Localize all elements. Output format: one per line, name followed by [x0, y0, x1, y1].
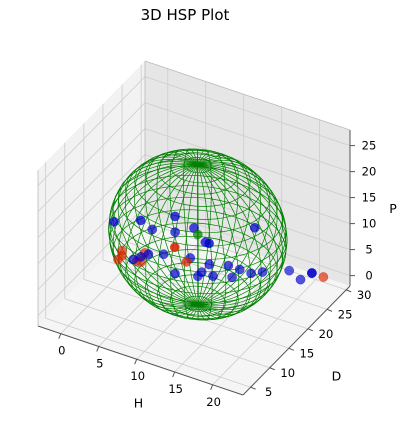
- point-outside: [182, 257, 191, 266]
- x-tick-label: 10: [130, 369, 145, 383]
- point-inside: [159, 250, 168, 259]
- y-tick-label: 20: [319, 327, 334, 341]
- z-axis-label: P: [389, 201, 397, 216]
- x-tick-mark: [211, 385, 213, 390]
- x-tick-label: 0: [58, 344, 65, 358]
- point-inside: [285, 266, 294, 275]
- point-inside: [148, 225, 157, 234]
- point-inside: [205, 260, 214, 269]
- x-tick-mark: [173, 372, 175, 377]
- x-tick-label: 20: [206, 395, 221, 409]
- point-inside: [144, 250, 153, 259]
- point-inside: [224, 261, 233, 270]
- point-outside: [319, 272, 328, 281]
- y-tick-mark: [270, 368, 275, 370]
- point-inside: [228, 273, 237, 282]
- x-tick-mark: [135, 359, 137, 364]
- point-outside: [170, 243, 179, 252]
- point-inside: [247, 269, 256, 278]
- y-tick-label: 15: [300, 346, 315, 360]
- z-tick-label: 15: [362, 191, 377, 205]
- y-tick-label: 25: [338, 307, 353, 321]
- x-tick-mark: [97, 346, 99, 351]
- z-tick-label: 5: [365, 243, 372, 257]
- y-tick-label: 10: [280, 366, 295, 380]
- point-inside: [170, 269, 179, 278]
- point-inside: [171, 228, 180, 237]
- y-tick-label: 30: [357, 288, 372, 302]
- z-tick-label: 25: [362, 139, 377, 153]
- y-tick-mark: [308, 329, 313, 331]
- z-tick-label: 10: [362, 217, 377, 231]
- point-inside: [250, 223, 259, 232]
- y-tick-mark: [327, 309, 332, 311]
- x-axis-label: H: [134, 396, 143, 411]
- point-inside: [307, 268, 316, 277]
- point-center: [193, 230, 202, 239]
- x-tick-label: 15: [168, 382, 183, 396]
- point-inside: [205, 239, 214, 248]
- z-tick-label: 0: [365, 269, 372, 283]
- point-inside: [197, 268, 206, 277]
- y-tick-mark: [289, 348, 294, 350]
- point-inside: [136, 216, 145, 225]
- point-inside: [208, 271, 217, 280]
- x-tick-mark: [59, 334, 61, 339]
- point-inside: [296, 275, 305, 284]
- y-axis-label: D: [332, 369, 342, 384]
- chart-title: 3D HSP Plot: [141, 6, 230, 24]
- y-tick-label: 5: [265, 385, 272, 399]
- point-inside: [258, 267, 267, 276]
- y-tick-mark: [251, 387, 256, 389]
- x-tick-label: 5: [96, 356, 103, 370]
- point-inside: [235, 265, 244, 274]
- point-inside: [170, 212, 179, 221]
- z-tick-label: 20: [362, 165, 377, 179]
- point-inside: [110, 217, 119, 226]
- y-tick-mark: [346, 290, 351, 292]
- point-outside: [117, 251, 126, 260]
